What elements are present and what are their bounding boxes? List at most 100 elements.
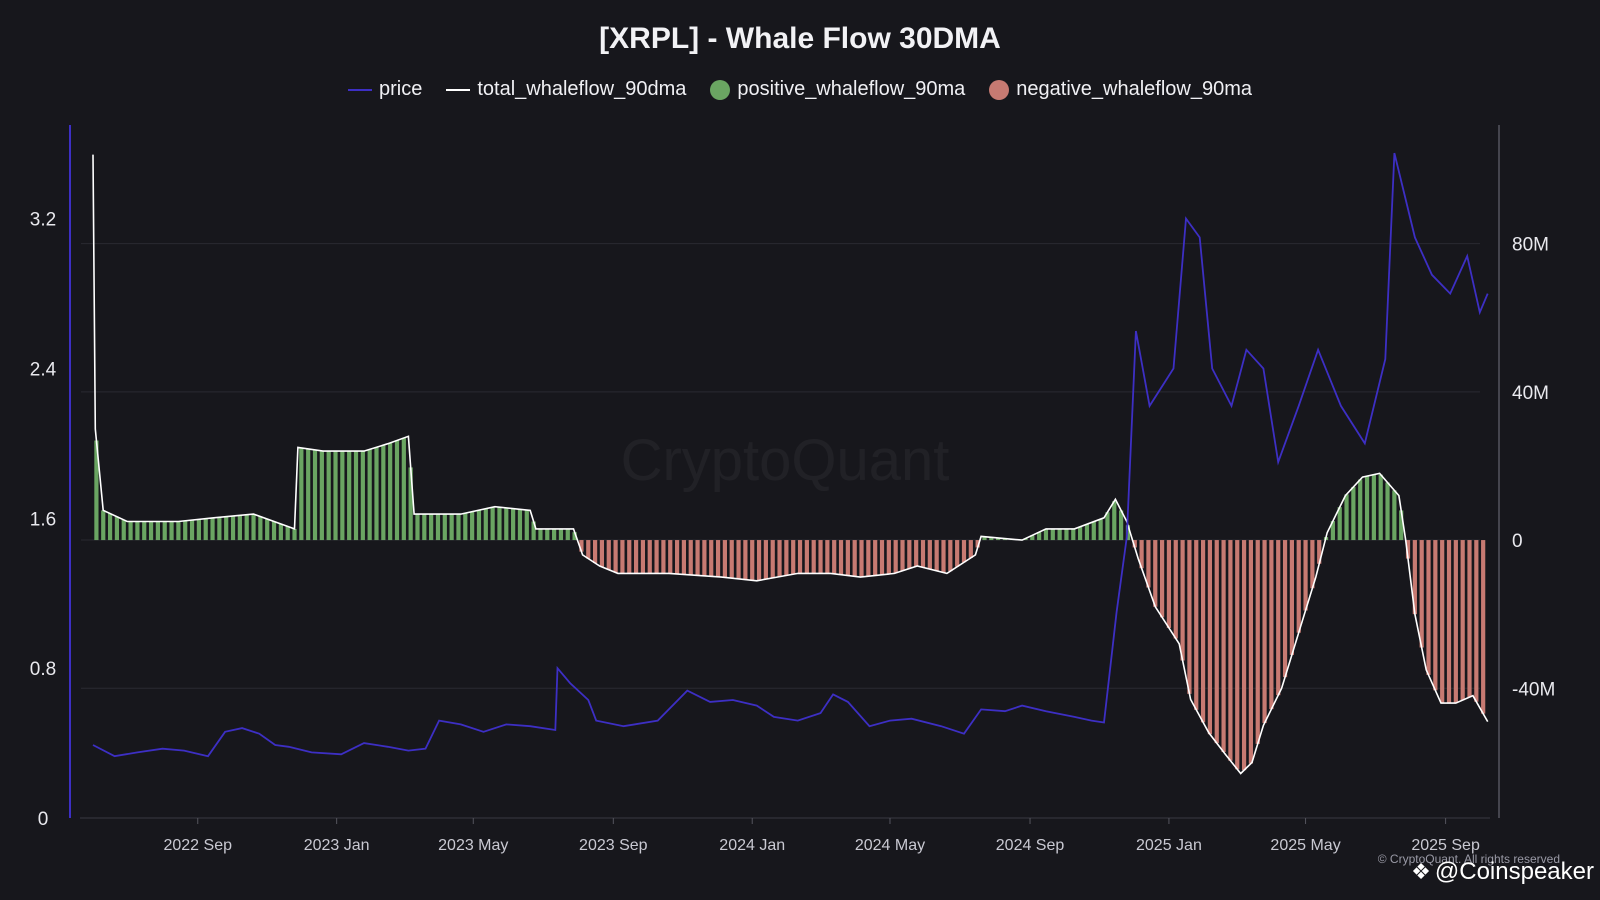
legend-label-positive-whaleflow: positive_whaleflow_90ma [737,78,966,100]
positive-whaleflow-bar [1071,528,1076,541]
legend-item-price[interactable]: price [347,78,423,101]
right-tick-label: -40M [1512,679,1555,700]
legend-label-price: price [378,78,423,100]
positive-whaleflow-swatch [710,79,731,100]
negative-whaleflow-bar [640,540,646,574]
positive-whaleflow-bar [1392,490,1397,541]
x-tick-label: 2025 May [1270,837,1340,854]
positive-whaleflow-bar [1030,535,1035,541]
brand-label: @Coinspeaker [1434,858,1594,885]
whaleflow-bars [94,437,1486,771]
positive-whaleflow-bar [162,521,167,541]
negative-whaleflow-bar [811,540,816,574]
left-tick-label: 3.2 [30,210,56,231]
negative-whaleflow-bar [1132,540,1137,548]
positive-whaleflow-bar [94,440,99,541]
positive-whaleflow-bar [1371,474,1376,541]
negative-whaleflow-bar [1282,540,1288,678]
negative-whaleflow-bar [961,540,967,563]
positive-whaleflow-bar [1064,528,1069,541]
positive-whaleflow-bar [114,516,120,541]
negative-whaleflow-bar [825,540,830,574]
negative-whaleflow-bar [920,540,926,568]
x-tick-label: 2023 May [438,837,508,854]
negative-whaleflow-bar [804,540,809,574]
negative-whaleflow-bar [1481,540,1486,714]
positive-whaleflow-bar [224,516,229,541]
negative-whaleflow-bar [1153,540,1158,607]
legend-item-positive-whaleflow[interactable]: positive_whaleflow_90ma [710,78,965,101]
positive-whaleflow-bar [1344,494,1349,541]
positive-whaleflow-bar [278,524,283,541]
positive-whaleflow-bar [1337,507,1342,541]
positive-whaleflow-bar [511,508,516,541]
legend-item-total-whaleflow[interactable]: total_whaleflow_90dma [446,78,686,101]
negative-whaleflow-bar [791,540,796,575]
negative-whaleflow-bar [599,540,605,567]
copyright-credit: © CryptoQuant. All rights reserved [1377,852,1560,866]
negative-whaleflow-bar [1180,540,1185,661]
legend: price total_whaleflow_90dma positive_wha… [0,78,1600,101]
positive-whaleflow-bar [360,451,365,541]
positive-whaleflow-bar [340,451,345,541]
positive-whaleflow-bar [1091,521,1096,541]
negative-whaleflow-bar [900,540,905,571]
negative-whaleflow-bar [627,540,632,574]
negative-whaleflow-bar [873,540,878,576]
negative-whaleflow-bar [606,540,611,570]
negative-whaleflow-bar [941,540,946,573]
negative-whaleflow-bar [845,540,850,576]
positive-whaleflow-bar [101,510,106,541]
positive-whaleflow-bar [265,519,270,541]
negative-whaleflow-bar [1405,540,1411,559]
negative-whaleflow-bar [750,540,755,581]
positive-whaleflow-bar [490,507,495,541]
positive-whaleflow-bar [189,520,195,541]
negative-whaleflow-bar [955,540,960,567]
left-tick-label: 2.4 [30,359,57,380]
positive-whaleflow-bar [142,521,147,541]
watermark: CryptoQuant [621,428,950,493]
positive-whaleflow-bar [230,516,236,541]
positive-whaleflow-bar [1399,510,1404,541]
negative-whaleflow-bar [613,540,618,573]
negative-whaleflow-bar [1446,540,1452,704]
negative-whaleflow-bar [770,540,775,578]
positive-whaleflow-bar [367,449,372,541]
positive-whaleflow-bar [1112,501,1117,541]
negative-whaleflow-bar [866,540,871,577]
x-tick-label: 2023 Jan [304,837,370,854]
positive-whaleflow-bar [442,514,447,541]
negative-whaleflow-bar [729,540,734,579]
positive-whaleflow-bar [982,536,987,541]
positive-whaleflow-bar [128,521,133,541]
right-axis-ticks: 80M 40M 0 -40M [1512,235,1555,701]
positive-whaleflow-bar [456,514,461,541]
positive-whaleflow-bar [565,528,570,541]
total-whaleflow-line-group [92,154,1489,775]
positive-whaleflow-bar [470,511,475,541]
positive-whaleflow-bar [401,437,406,541]
positive-whaleflow-bar [524,510,529,541]
negative-whaleflow-bar [886,540,891,575]
negative-whaleflow-bar [934,540,939,571]
positive-whaleflow-bar [210,517,215,541]
positive-whaleflow-bar [1078,526,1083,541]
negative-whaleflow-bar [1453,540,1458,704]
negative-whaleflow-bar [1187,540,1192,694]
negative-whaleflow-bar [709,540,714,577]
negative-whaleflow-bar [1214,540,1219,744]
negative-whaleflow-bar [1228,540,1233,761]
positive-whaleflow-bar [326,451,331,541]
negative-whaleflow-bar [1255,540,1260,744]
negative-whaleflow-bar [647,540,652,574]
positive-whaleflow-bar [148,521,154,541]
legend-item-negative-whaleflow[interactable]: negative_whaleflow_90ma [989,78,1252,101]
negative-whaleflow-bar [756,540,762,581]
negative-whaleflow-bar [893,540,898,574]
negative-whaleflow-bar [1426,540,1431,675]
negative-whaleflow-bar [1159,540,1165,618]
positive-whaleflow-bar [1351,486,1356,541]
negative-whaleflow-bar [654,540,659,574]
negative-whaleflow-bar [1269,540,1274,710]
